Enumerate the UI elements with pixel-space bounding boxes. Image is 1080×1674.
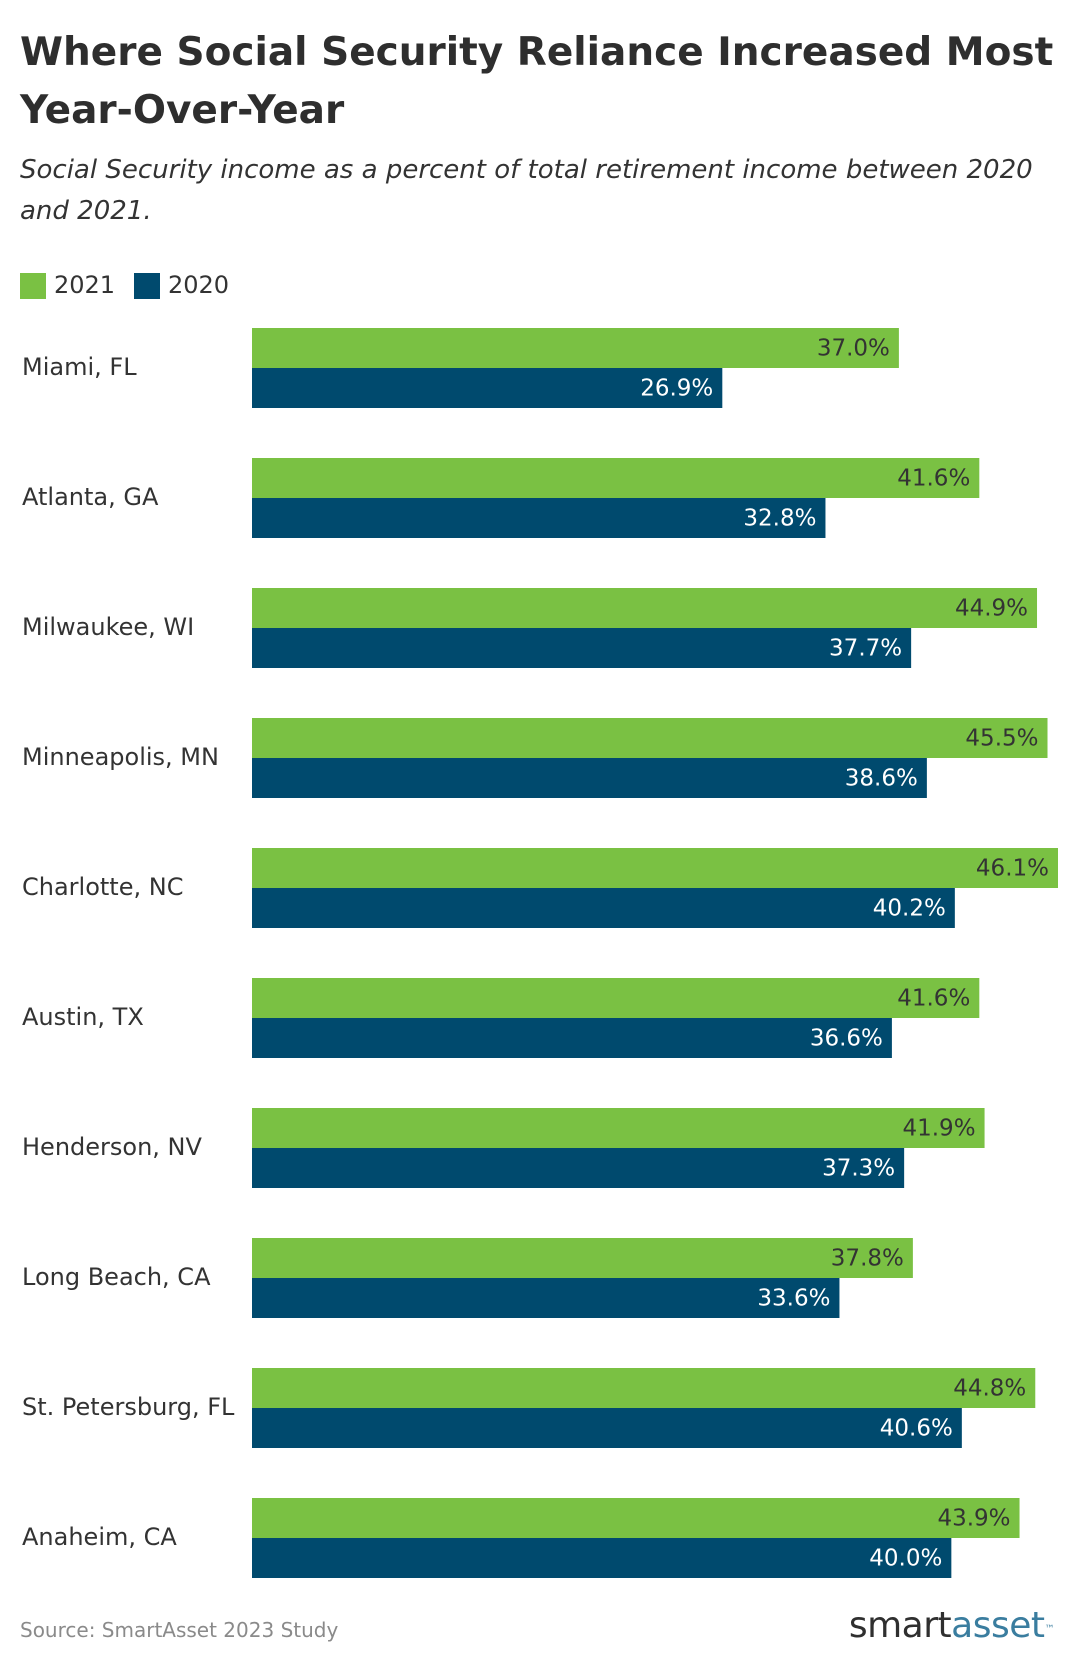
smartasset-logo: smartasset™ [848, 1604, 1055, 1648]
category-label-anaheim-ca: Anaheim, CA [22, 1523, 177, 1551]
bar-2020-milwaukee-wi [252, 628, 912, 668]
chart-subtitle: Social Security income as a percent of t… [20, 155, 1033, 226]
data-label-2021-long-beach-ca: 37.8% [831, 1246, 904, 1272]
bar-2020-long-beach-ca [252, 1278, 840, 1318]
bar-2020-austin-tx [252, 1018, 892, 1058]
category-label-henderson-nv: Henderson, NV [22, 1133, 203, 1161]
category-label-miami-fl: Miami, FL [22, 353, 137, 381]
category-label-milwaukee-wi: Milwaukee, WI [22, 613, 194, 641]
logo-asset-text: asset [951, 1605, 1045, 1646]
data-label-2021-milwaukee-wi: 44.9% [955, 596, 1028, 622]
bar-2021-minneapolis-mn [252, 718, 1048, 758]
chart-title: Where Social Security Reliance Increased… [20, 30, 1054, 133]
bar-2020-minneapolis-mn [252, 758, 927, 798]
category-label-long-beach-ca: Long Beach, CA [22, 1263, 211, 1291]
bar-2021-long-beach-ca [252, 1238, 913, 1278]
data-label-2020-anaheim-ca: 40.0% [869, 1546, 942, 1572]
category-label-atlanta-ga: Atlanta, GA [22, 483, 159, 511]
data-label-2021-atlanta-ga: 41.6% [897, 466, 970, 492]
data-label-2020-atlanta-ga: 32.8% [743, 506, 816, 532]
bar-2020-anaheim-ca [252, 1538, 952, 1578]
data-label-2021-st-petersburg-fl: 44.8% [953, 1376, 1026, 1402]
legend-label-2021: 2021 [54, 271, 116, 299]
data-label-2021-miami-fl: 37.0% [817, 336, 890, 362]
logo-trademark: ™ [1044, 1624, 1055, 1635]
data-label-2020-minneapolis-mn: 38.6% [845, 766, 918, 792]
data-label-2020-milwaukee-wi: 37.7% [829, 636, 902, 662]
bar-2021-miami-fl [252, 328, 899, 368]
category-label-austin-tx: Austin, TX [22, 1003, 144, 1031]
data-label-2021-anaheim-ca: 43.9% [937, 1506, 1010, 1532]
bar-2021-henderson-nv [252, 1108, 985, 1148]
legend-label-2020: 2020 [168, 271, 230, 299]
bar-2020-miami-fl [252, 368, 723, 408]
category-label-charlotte-nc: Charlotte, NC [22, 873, 183, 901]
bar-2021-milwaukee-wi [252, 588, 1038, 628]
category-label-minneapolis-mn: Minneapolis, MN [22, 743, 219, 771]
data-label-2021-austin-tx: 41.6% [897, 986, 970, 1012]
bar-2021-st-petersburg-fl [252, 1368, 1036, 1408]
category-label-st-petersburg-fl: St. Petersburg, FL [22, 1393, 235, 1421]
data-label-2020-st-petersburg-fl: 40.6% [880, 1416, 953, 1442]
bar-2020-charlotte-nc [252, 888, 955, 928]
logo-smart-text: smart [848, 1605, 952, 1646]
legend-swatch-2021 [20, 273, 46, 299]
bar-2020-atlanta-ga [252, 498, 826, 538]
bar-2021-charlotte-nc [252, 848, 1058, 888]
data-label-2020-austin-tx: 36.6% [810, 1026, 883, 1052]
data-label-2020-miami-fl: 26.9% [640, 376, 713, 402]
bar-2021-atlanta-ga [252, 458, 980, 498]
data-label-2021-charlotte-nc: 46.1% [976, 856, 1049, 882]
data-label-2020-charlotte-nc: 40.2% [873, 896, 946, 922]
bar-2020-st-petersburg-fl [252, 1408, 962, 1448]
source-note: Source: SmartAsset 2023 Study [20, 1618, 339, 1642]
bar-2021-anaheim-ca [252, 1498, 1020, 1538]
data-label-2021-minneapolis-mn: 45.5% [965, 726, 1038, 752]
data-label-2020-henderson-nv: 37.3% [822, 1156, 895, 1182]
bar-2021-austin-tx [252, 978, 980, 1018]
data-label-2020-long-beach-ca: 33.6% [757, 1286, 830, 1312]
legend-swatch-2020 [134, 273, 160, 299]
data-label-2021-henderson-nv: 41.9% [902, 1116, 975, 1142]
bar-2020-henderson-nv [252, 1148, 905, 1188]
